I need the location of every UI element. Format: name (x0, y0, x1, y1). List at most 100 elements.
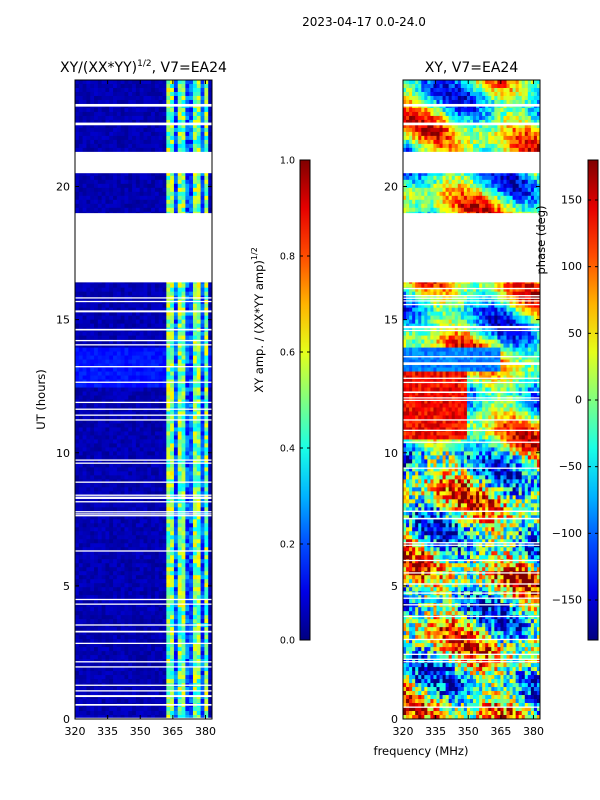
heatmap-cell (105, 631, 110, 636)
heatmap-cell (97, 483, 103, 488)
heatmap-cell (200, 523, 205, 528)
heatmap-cell (94, 283, 99, 289)
heatmap-cell (204, 107, 209, 113)
heatmap-cell (185, 375, 190, 380)
heatmap-cell (120, 563, 125, 568)
heatmap-cell (181, 347, 186, 352)
heatmap-cell (86, 587, 91, 592)
heatmap-cell (132, 175, 137, 181)
heatmap-cell (162, 527, 167, 532)
heatmap-cell (185, 203, 190, 209)
heatmap-cell (82, 543, 87, 548)
heatmap-cell (97, 335, 103, 340)
heatmap-cell (109, 183, 114, 189)
heatmap-cell (78, 311, 84, 317)
heatmap-cell (158, 375, 163, 380)
heatmap-cell (109, 515, 114, 520)
heatmap-cell (189, 503, 194, 508)
heatmap-cell (139, 383, 144, 388)
heatmap-cell (192, 171, 198, 177)
heatmap-cell (143, 179, 148, 185)
heatmap-cell (90, 331, 95, 336)
heatmap-cell (154, 395, 160, 400)
heatmap-cell (200, 135, 205, 141)
heatmap-cell (181, 531, 186, 536)
heatmap-cell (124, 375, 129, 380)
heatmap-cell (189, 315, 194, 321)
heatmap-cell (139, 147, 144, 153)
heatmap-cell (200, 95, 205, 101)
heatmap-cell (120, 179, 125, 185)
heatmap-cell (151, 571, 156, 576)
heatmap-cell (166, 539, 171, 544)
heatmap-cell (189, 99, 194, 105)
heatmap-cell (109, 587, 114, 592)
heatmap-cell (196, 359, 201, 364)
heatmap-cell (196, 599, 201, 604)
heatmap-cell (177, 351, 182, 356)
heatmap-cell (128, 527, 133, 532)
heatmap-cell (128, 127, 133, 133)
heatmap-cell (86, 331, 91, 336)
heatmap-cell (208, 487, 212, 492)
heatmap-cell (132, 507, 137, 512)
heatmap-cell (120, 123, 125, 129)
heatmap-cell (185, 579, 190, 584)
heatmap-cell (105, 579, 110, 584)
heatmap-cell (143, 203, 148, 209)
heatmap-cell (139, 463, 144, 468)
heatmap-cell (97, 371, 103, 376)
heatmap-cell (162, 563, 167, 568)
heatmap-cell (109, 131, 114, 137)
heatmap-cell (200, 111, 205, 117)
heatmap-cell (97, 423, 103, 428)
heatmap-cell (177, 207, 182, 213)
heatmap-cell (75, 171, 80, 177)
heatmap-cell (192, 571, 198, 576)
heatmap-cell (109, 319, 114, 325)
heatmap-cell (94, 603, 99, 608)
heatmap-cell (101, 527, 106, 532)
heatmap-cell (109, 391, 114, 396)
heatmap-cell (173, 411, 179, 416)
heatmap-cell (128, 443, 133, 448)
heatmap-cell (147, 419, 152, 424)
heatmap-cell (132, 539, 137, 544)
heatmap-cell (105, 359, 110, 364)
heatmap-cell (113, 323, 118, 329)
heatmap-cell (143, 143, 148, 149)
heatmap-cell (177, 287, 182, 293)
heatmap-cell (94, 415, 99, 420)
heatmap-cells-0 (75, 80, 212, 719)
heatmap-cell (143, 303, 148, 309)
heatmap-cell (147, 319, 152, 325)
heatmap-cell (109, 419, 114, 424)
heatmap-cell (147, 83, 152, 89)
heatmap-cell (124, 139, 129, 145)
heatmap-cell (128, 431, 133, 436)
heatmap-cell (135, 435, 141, 440)
heatmap-cell (120, 551, 125, 556)
heatmap-cell (185, 391, 190, 396)
heatmap-cell (200, 307, 205, 313)
heatmap-cell (151, 99, 156, 105)
heatmap-cell (113, 175, 118, 181)
heatmap-cell (151, 187, 156, 193)
heatmap-cell (94, 323, 99, 329)
heatmap-cell (189, 435, 194, 440)
heatmap-cell (105, 503, 110, 508)
heatmap-cell (101, 599, 106, 604)
heatmap-cell (147, 115, 152, 121)
heatmap-cell (166, 351, 171, 356)
heatmap-cell (116, 471, 122, 476)
heatmap-cell (128, 199, 133, 205)
heatmap-cell (170, 563, 175, 568)
heatmap-cell (78, 331, 84, 336)
heatmap-cell (189, 363, 194, 368)
heatmap-cell (75, 587, 80, 592)
heatmap-cell (208, 415, 212, 420)
heatmap-cell (101, 579, 106, 584)
heatmap-cell (82, 507, 87, 512)
heatmap-cell (120, 435, 125, 440)
heatmap-cell (113, 95, 118, 101)
